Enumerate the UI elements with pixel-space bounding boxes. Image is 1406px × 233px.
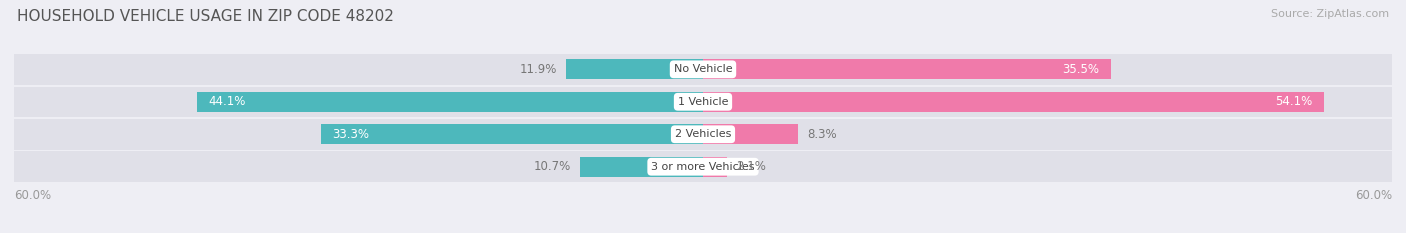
Text: 33.3%: 33.3%	[332, 128, 370, 141]
Text: No Vehicle: No Vehicle	[673, 64, 733, 74]
Bar	[197, 92, 703, 112]
Bar	[703, 124, 799, 144]
Text: 8.3%: 8.3%	[807, 128, 837, 141]
Bar	[14, 86, 1392, 117]
Text: 44.1%: 44.1%	[208, 95, 246, 108]
Text: 3 or more Vehicles: 3 or more Vehicles	[651, 162, 755, 172]
Bar	[14, 119, 1392, 150]
Text: 2 Vehicles: 2 Vehicles	[675, 129, 731, 139]
Bar	[703, 157, 727, 177]
Bar	[14, 151, 1392, 182]
Text: 10.7%: 10.7%	[534, 160, 571, 173]
Text: 35.5%: 35.5%	[1062, 63, 1099, 76]
Text: 11.9%: 11.9%	[520, 63, 557, 76]
Text: 60.0%: 60.0%	[1355, 189, 1392, 202]
Bar	[703, 92, 1324, 112]
Text: HOUSEHOLD VEHICLE USAGE IN ZIP CODE 48202: HOUSEHOLD VEHICLE USAGE IN ZIP CODE 4820…	[17, 9, 394, 24]
Text: 54.1%: 54.1%	[1275, 95, 1313, 108]
Text: 1 Vehicle: 1 Vehicle	[678, 97, 728, 107]
Bar	[703, 59, 1111, 79]
Bar	[321, 124, 703, 144]
Bar	[14, 54, 1392, 85]
Text: 2.1%: 2.1%	[737, 160, 766, 173]
Bar	[567, 59, 703, 79]
Text: 60.0%: 60.0%	[14, 189, 51, 202]
Text: Source: ZipAtlas.com: Source: ZipAtlas.com	[1271, 9, 1389, 19]
Bar	[581, 157, 703, 177]
